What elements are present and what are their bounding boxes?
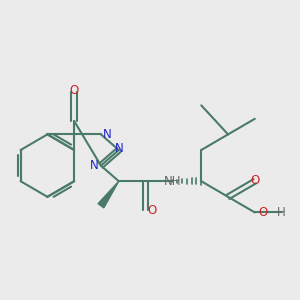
- Text: O: O: [148, 204, 157, 217]
- Text: O: O: [250, 174, 260, 187]
- Text: O: O: [258, 206, 268, 219]
- Text: O: O: [70, 84, 79, 98]
- Text: N: N: [90, 159, 99, 172]
- Text: N: N: [103, 128, 112, 141]
- Polygon shape: [98, 181, 119, 208]
- Text: H: H: [277, 206, 286, 219]
- Text: N: N: [114, 142, 123, 155]
- Text: NH: NH: [164, 175, 181, 188]
